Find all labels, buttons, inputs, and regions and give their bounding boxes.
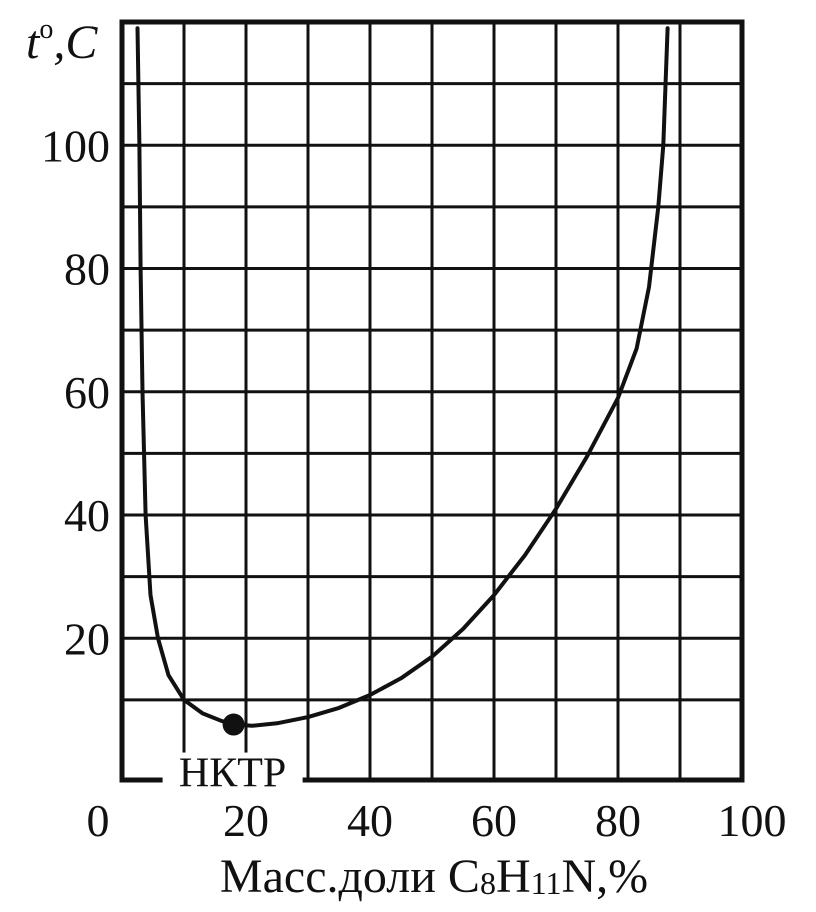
solubility-curve [135,26,670,728]
x-tick-label: 40 [347,795,393,846]
ucst-point [222,713,245,736]
y-tick-label: 80 [64,244,110,295]
x-tick-label: 80 [595,795,641,846]
x-tick-label: 20 [223,795,269,846]
y-tick-label: 100 [41,120,110,171]
y-tick-label: 40 [64,490,110,541]
x-axis-title-mid: H [496,850,531,903]
x-axis-title-subscript-2: 11 [531,865,562,901]
y-tick-label: 20 [64,613,110,664]
grid [122,22,742,780]
x-tick-label: 100 [718,795,787,846]
ucst-label-background [162,752,303,793]
x-axis-title-prefix: Масс.доли C [220,850,480,903]
ucst-label: НКТР [179,751,286,797]
y-axis-title-degree: o [39,14,53,45]
x-tick-labels: 0 20 40 60 80 100 [87,795,787,846]
y-axis-title: to,C [26,14,98,69]
y-tick-labels: 20 40 60 80 100 [41,120,110,664]
plot-frame [119,19,745,783]
x-tick-label: 60 [471,795,517,846]
x-axis-title: Масс.доли C8H11N,% [220,850,648,903]
x-tick-label: 0 [87,795,110,846]
x-axis-title-suffix: N,% [561,850,648,903]
y-axis-title-unit: ,C [53,16,98,69]
x-axis-title-subscript-1: 8 [480,865,496,901]
y-tick-label: 60 [64,367,110,418]
y-axis-title-t: t [26,16,41,69]
